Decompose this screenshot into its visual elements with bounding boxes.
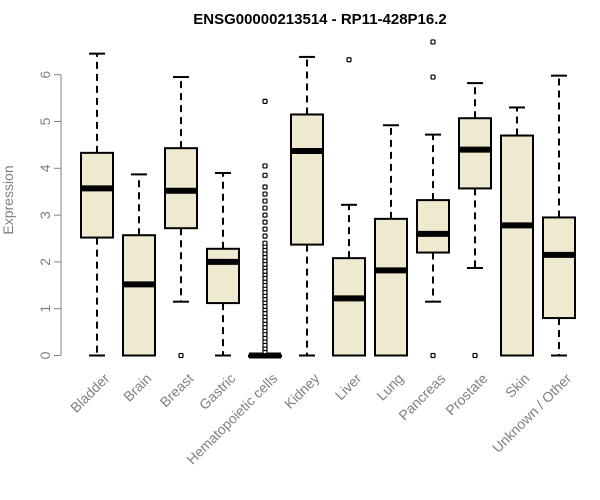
outlier-point [262, 184, 268, 190]
outlier-point [262, 240, 268, 246]
y-tick-label: 1 [37, 305, 53, 313]
y-tick-label: 2 [37, 258, 53, 266]
outlier-point [262, 163, 268, 169]
y-tick-label: 6 [37, 71, 53, 79]
x-tick-label: Brain [120, 370, 154, 404]
x-tick-label: Breast [157, 370, 197, 410]
iqr-box [458, 117, 492, 190]
box-unknown-other [542, 74, 576, 357]
outlier-point [262, 233, 268, 239]
outlier-point [178, 352, 184, 359]
y-tick-label: 4 [37, 164, 53, 172]
box-hematopoietic-cells [248, 98, 282, 359]
y-axis: 0 1 2 3 4 5 6 [37, 71, 62, 359]
boxes-group [80, 39, 576, 359]
x-tick-label: Kidney [281, 370, 323, 412]
box-pancreas [416, 39, 450, 359]
box-breast [164, 76, 198, 359]
box-skin [500, 106, 534, 357]
outlier-point [430, 352, 436, 359]
box-bladder [80, 52, 114, 357]
outlier-point [430, 74, 436, 80]
y-tick-label: 3 [37, 211, 53, 219]
outlier-point [346, 57, 352, 63]
chart-title: ENSG00000213514 - RP11-428P16.2 [193, 11, 447, 28]
outlier-point [262, 172, 268, 178]
iqr-box [416, 199, 450, 254]
iqr-box [80, 151, 114, 239]
y-tick-label: 5 [37, 117, 53, 125]
outlier-point [262, 98, 268, 104]
outlier-point [430, 39, 436, 45]
iqr-box [542, 216, 576, 320]
box-gastric [206, 171, 240, 357]
iqr-box [122, 234, 156, 357]
box-brain [122, 173, 156, 357]
y-axis-label: Expression [0, 165, 16, 234]
box-liver [332, 57, 366, 357]
iqr-box [500, 134, 534, 357]
box-prostate [458, 82, 492, 359]
outlier-point [262, 226, 268, 232]
x-tick-label: Unknown / Other [489, 370, 575, 456]
outlier-point [262, 205, 268, 211]
x-tick-label: Lung [373, 370, 406, 403]
outlier-point [262, 198, 268, 204]
box-lung [374, 124, 408, 357]
y-tick-label: 0 [37, 351, 53, 359]
x-tick-label: Liver [332, 370, 365, 403]
x-tick-label: Prostate [442, 370, 490, 418]
iqr-box [290, 113, 324, 246]
x-tick-label: Skin [502, 370, 533, 401]
box-kidney [290, 55, 324, 357]
outlier-point [262, 191, 268, 197]
x-tick-label: Bladder [67, 370, 113, 416]
iqr-box [332, 257, 366, 357]
outlier-point [262, 219, 268, 225]
outlier-point [472, 352, 478, 359]
x-tick-label: Pancreas [395, 370, 448, 423]
outlier-point [262, 212, 268, 218]
iqr-box [206, 247, 240, 305]
iqr-box [374, 217, 408, 357]
